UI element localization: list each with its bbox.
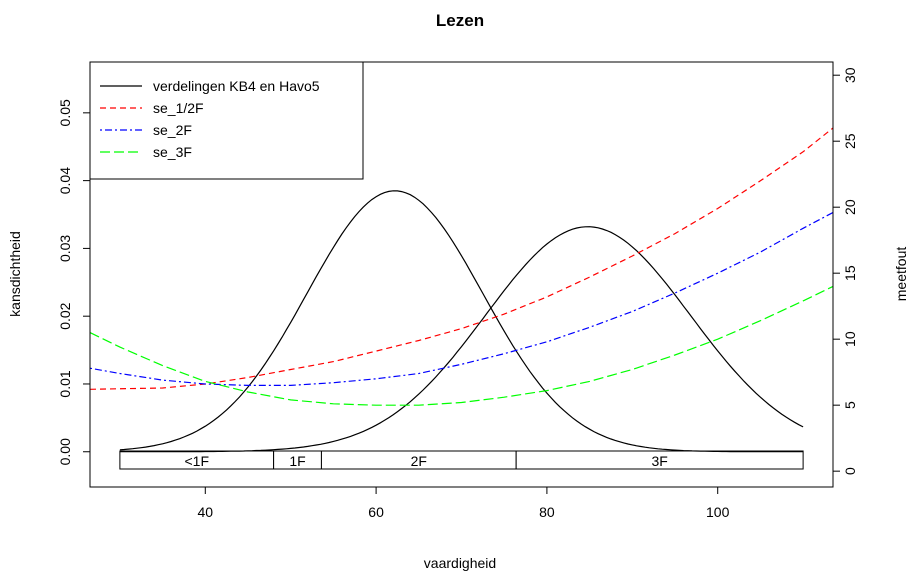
- y-tick-right-label: 15: [842, 265, 858, 281]
- y-tick-left-label: 0.04: [57, 167, 73, 194]
- y-tick-right-label: 10: [842, 331, 858, 347]
- level-band-label: 2F: [411, 453, 427, 469]
- x-tick-label: 40: [198, 504, 214, 520]
- y-tick-right-label: 5: [842, 401, 858, 409]
- plot-area: <1F 1F 2F 3F: [89, 127, 834, 470]
- y-axis-right-label: meetfout: [893, 247, 909, 302]
- y-tick-left-label: 0.03: [57, 235, 73, 262]
- y-ticks-left: 0.00 0.01 0.02 0.03 0.04 0.05: [57, 99, 91, 465]
- y-axis-left: 0.00 0.01 0.02 0.03 0.04 0.05 kansdichtheid: [7, 99, 91, 465]
- legend-label: verdelingen KB4 en Havo5: [153, 78, 320, 94]
- x-axis-label: vaardigheid: [424, 555, 496, 571]
- y-tick-left-label: 0.01: [57, 370, 73, 397]
- level-bands: <1F 1F 2F 3F: [119, 450, 804, 470]
- legend-label: se_2F: [153, 122, 192, 138]
- level-band-label: 3F: [651, 453, 667, 469]
- x-ticks: 40 60 80 100: [198, 487, 730, 520]
- y-tick-right-label: 0: [842, 467, 858, 475]
- legend-label: se_1/2F: [153, 100, 204, 116]
- density-curve: [119, 190, 804, 453]
- se-curve-se3f: [89, 285, 834, 406]
- level-band-label: <1F: [184, 453, 209, 469]
- data-curves: [89, 127, 834, 453]
- y-axis-right: 0 5 10 15 20 25 30 meetfout: [832, 67, 909, 475]
- y-tick-right-label: 20: [842, 199, 858, 215]
- x-tick-label: 100: [706, 504, 730, 520]
- legend: verdelingen KB4 en Havo5 se_1/2F se_2F se_3…: [89, 61, 364, 180]
- y-axis-left-label: kansdichtheid: [7, 231, 23, 317]
- legend-label: se_3F: [153, 144, 192, 160]
- se-curve-se12f: [89, 127, 834, 390]
- y-tick-left-label: 0.00: [57, 438, 73, 465]
- chart-title: Lezen: [436, 11, 484, 30]
- level-band-label: 1F: [289, 453, 305, 469]
- level-band: [515, 450, 804, 470]
- x-axis: 40 60 80 100 vaardigheid: [198, 486, 730, 571]
- x-tick-label: 60: [368, 504, 384, 520]
- density-curve: [119, 226, 804, 453]
- x-tick-label: 80: [539, 504, 555, 520]
- y-tick-left-label: 0.05: [57, 99, 73, 126]
- legend-box: [89, 61, 364, 180]
- y-tick-right-label: 30: [842, 67, 858, 83]
- se-curve-se2f: [89, 211, 834, 386]
- y-tick-right-label: 25: [842, 133, 858, 149]
- y-tick-left-label: 0.02: [57, 302, 73, 329]
- y-ticks-right: 0 5 10 15 20 25 30: [832, 67, 858, 475]
